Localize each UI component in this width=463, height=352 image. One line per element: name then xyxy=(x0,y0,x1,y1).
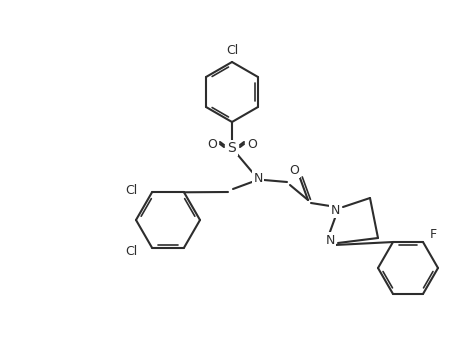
Text: Cl: Cl xyxy=(125,184,138,197)
Text: F: F xyxy=(429,227,436,240)
Text: O: O xyxy=(288,163,298,176)
Text: Cl: Cl xyxy=(225,44,238,57)
Text: N: N xyxy=(253,171,262,184)
Text: N: N xyxy=(325,233,334,246)
Text: N: N xyxy=(330,203,339,216)
Text: S: S xyxy=(227,141,236,155)
Text: O: O xyxy=(206,138,217,151)
Text: O: O xyxy=(246,138,257,151)
Text: Cl: Cl xyxy=(125,245,138,258)
